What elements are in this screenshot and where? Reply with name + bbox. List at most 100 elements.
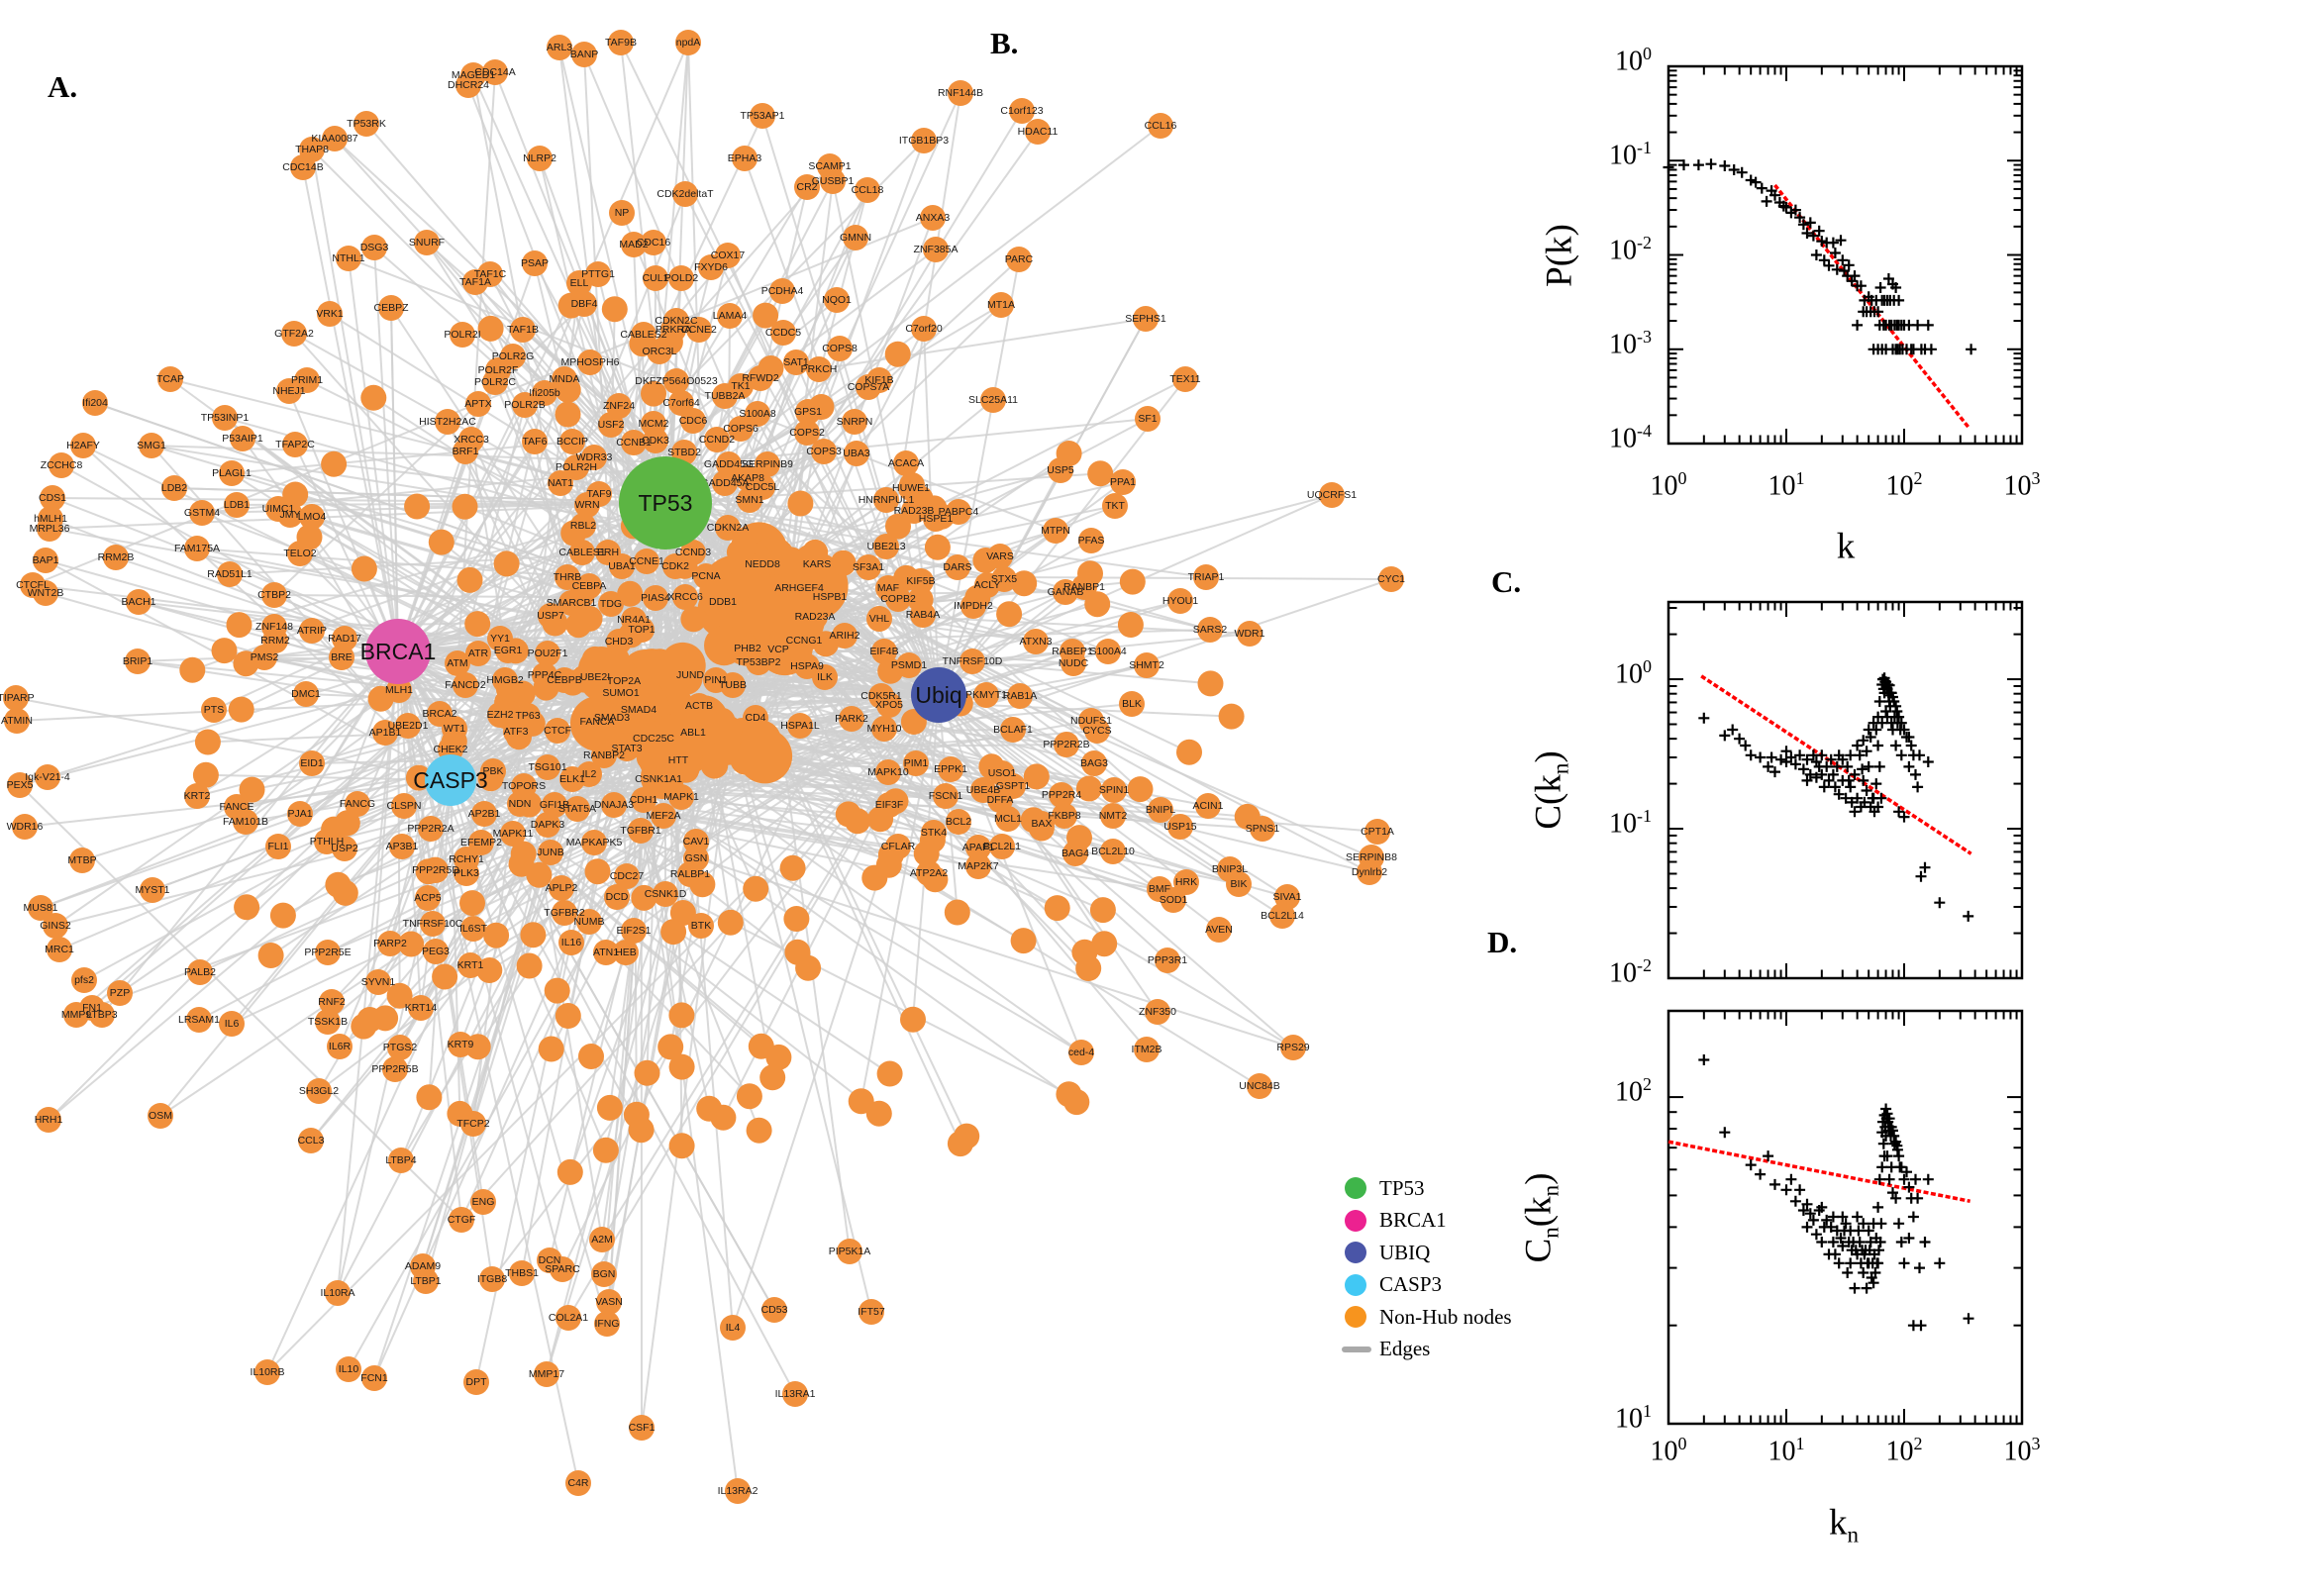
network-node-label: IL6	[225, 1018, 240, 1030]
network-edge	[613, 766, 1077, 1103]
network-node-label: BMF	[1149, 883, 1170, 895]
network-node	[547, 35, 572, 60]
network-node	[989, 834, 1015, 859]
network-node-label: GADD45A	[700, 477, 749, 489]
data-point	[1875, 792, 1887, 804]
network-node	[184, 536, 210, 561]
data-point	[1963, 910, 1974, 922]
network-node-label: UBE2I	[580, 671, 610, 683]
network-node-label: HDAC11	[1018, 126, 1059, 138]
network-node	[4, 708, 30, 734]
network-node-label: PTS	[204, 704, 224, 716]
network-node-label: MAPK10	[867, 766, 909, 778]
network-node	[641, 726, 666, 751]
data-point	[1868, 1277, 1879, 1289]
data-point	[1870, 724, 1882, 736]
data-point	[1890, 700, 1902, 712]
network-node	[631, 884, 657, 911]
data-point	[1872, 306, 1884, 318]
network-node-label: STAT5A	[558, 803, 596, 815]
data-point	[1801, 1198, 1813, 1210]
network-node-label: ELK1	[559, 773, 585, 785]
network-node	[416, 1084, 443, 1111]
network-node-label: ACP5	[414, 892, 442, 904]
network-node	[1052, 803, 1077, 829]
data-point	[1810, 1229, 1822, 1241]
data-point	[1849, 1282, 1861, 1294]
x-tick-label: 102	[1885, 1434, 1923, 1467]
network-node-label: NMT2	[1099, 810, 1128, 822]
network-node	[556, 1158, 583, 1185]
network-node	[35, 764, 60, 790]
data-point	[1698, 712, 1710, 724]
network-node	[1075, 775, 1102, 802]
network-node-label: DPT	[466, 1376, 488, 1388]
network-node-label: COX17	[711, 249, 746, 261]
network-node	[71, 967, 97, 993]
data-point	[1888, 696, 1900, 707]
network-node	[103, 545, 129, 570]
data-point	[1766, 751, 1777, 763]
network-node	[281, 321, 307, 347]
network-node-label: TIPARP	[0, 692, 35, 704]
network-node	[1100, 839, 1126, 864]
network-node-label: THAP8	[295, 144, 329, 155]
network-node-label: PEG3	[422, 946, 450, 957]
network-node-label: EIF3F	[875, 799, 904, 811]
network-node-label: FLI1	[267, 841, 288, 852]
core-node	[700, 751, 729, 779]
data-point	[1756, 182, 1768, 194]
network-node	[1087, 460, 1114, 487]
network-node-label: CDKN2A	[707, 522, 750, 534]
data-point	[1755, 1168, 1767, 1180]
network-node	[482, 369, 508, 395]
network-node-label: NEDD8	[745, 558, 780, 570]
network-node	[449, 1207, 474, 1233]
network-node-label: PLK3	[454, 867, 479, 879]
network-node	[617, 580, 644, 607]
network-node-label: WDR33	[576, 451, 613, 463]
data-point	[1895, 1237, 1907, 1247]
y-tick-label: 10-3	[1609, 326, 1652, 360]
network-node-label: CYC1	[1377, 573, 1405, 585]
network-node	[1167, 588, 1193, 614]
hub-node-tp53	[619, 456, 712, 549]
data-point	[1903, 1233, 1915, 1244]
network-node-label: TP53INP1	[201, 412, 250, 424]
network-node	[420, 911, 446, 937]
network-node-label: AP2B1	[468, 808, 501, 820]
network-node-label: AP3B1	[386, 841, 419, 852]
data-point	[1816, 1237, 1828, 1247]
legend-label-casp3: CASP3	[1379, 1272, 1443, 1297]
network-node-label: pfs2	[74, 974, 94, 986]
data-point	[1874, 1237, 1886, 1247]
data-point	[1833, 788, 1845, 800]
network-node	[901, 498, 927, 524]
network-node-label: RAD17	[328, 633, 361, 645]
data-point	[1910, 768, 1921, 780]
network-node-label: DCD	[606, 891, 629, 903]
network-node	[750, 551, 775, 577]
data-point	[1831, 760, 1843, 772]
network-node-label: MNDA	[550, 373, 580, 385]
core-node	[709, 707, 736, 734]
data-point	[1922, 319, 1934, 331]
data-point	[1719, 1127, 1731, 1139]
data-point	[1963, 1313, 1974, 1325]
network-node-label: FXYD6	[694, 261, 728, 273]
y-tick-label: 10-4	[1609, 421, 1652, 454]
data-point	[1891, 1144, 1903, 1155]
network-node	[820, 168, 846, 194]
network-node	[753, 302, 779, 329]
data-point	[1785, 751, 1797, 763]
network-node	[827, 336, 853, 361]
network-node	[938, 756, 963, 782]
network-node-label: C4R	[567, 1477, 588, 1489]
network-node	[743, 705, 768, 731]
network-node-label: ORC3L	[642, 346, 676, 357]
network-node	[510, 317, 536, 343]
network-node-label: MLH1	[385, 684, 413, 696]
network-node	[1023, 763, 1050, 790]
network-node-label: DHCR24	[448, 79, 489, 91]
network-node-label: BCL2L1	[983, 841, 1021, 852]
